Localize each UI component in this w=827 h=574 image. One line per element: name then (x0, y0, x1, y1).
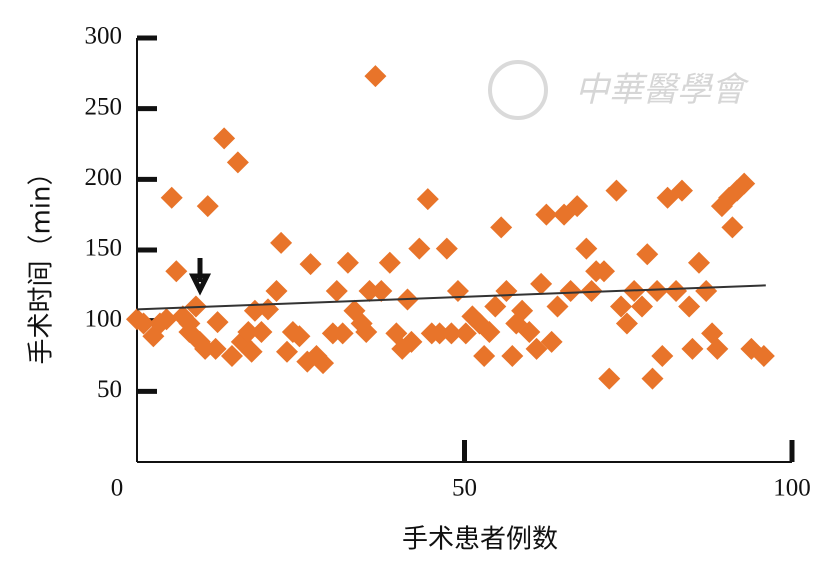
point (636, 243, 659, 266)
point (575, 237, 598, 260)
trend-line (136, 284, 766, 311)
point (540, 330, 563, 353)
point (535, 203, 558, 226)
point (501, 345, 524, 367)
point (695, 279, 718, 302)
point (196, 195, 219, 218)
point (473, 345, 496, 367)
point (566, 195, 589, 218)
point (220, 345, 243, 367)
point (605, 179, 628, 202)
arrow-annotation (188, 258, 212, 296)
y-tick-label: 150 (85, 235, 123, 262)
point (733, 172, 756, 195)
point (240, 340, 263, 363)
watermark: 中華醫學會 (575, 70, 750, 110)
point (511, 299, 534, 322)
point (646, 279, 669, 302)
point (559, 279, 582, 302)
point (275, 340, 298, 363)
x-tick-label: 50 (452, 475, 477, 502)
point (478, 320, 501, 343)
point (213, 127, 236, 150)
point (204, 337, 227, 360)
point (331, 322, 354, 345)
point (615, 312, 638, 335)
point (257, 298, 279, 321)
point (752, 345, 775, 367)
y-axis-title: 手术时间（min） (27, 159, 57, 364)
point (446, 279, 469, 302)
point (160, 186, 183, 209)
point (641, 367, 664, 390)
point (610, 295, 633, 318)
point (518, 320, 541, 343)
point (678, 295, 701, 318)
point (288, 325, 311, 348)
point (670, 179, 693, 202)
plot-area: 50 100 150 200 250 300 0 50 100 (85, 23, 811, 502)
x-tick-label: 0 (111, 475, 124, 502)
point (687, 251, 710, 274)
point (440, 322, 463, 345)
point (454, 322, 477, 345)
point (631, 295, 654, 318)
point (299, 253, 322, 276)
point (721, 216, 744, 239)
y-tick-label: 200 (85, 164, 123, 191)
point (355, 320, 378, 343)
y-tick-label: 100 (85, 305, 123, 332)
y-tick-label: 300 (85, 23, 123, 50)
point (681, 337, 704, 360)
point (593, 260, 616, 283)
point (370, 279, 393, 302)
point (435, 237, 458, 260)
point (336, 251, 359, 274)
point (490, 216, 513, 239)
point (428, 322, 451, 345)
point (651, 345, 674, 367)
point (364, 65, 387, 88)
point (598, 367, 621, 390)
point (408, 237, 431, 260)
point (237, 320, 260, 343)
y-tick-label: 250 (85, 93, 123, 120)
point (525, 337, 548, 360)
point (416, 188, 439, 211)
point (706, 337, 729, 360)
point (165, 260, 188, 283)
point (400, 330, 423, 353)
point (358, 279, 381, 302)
point (484, 295, 507, 318)
watermark-logo (488, 60, 548, 120)
point (580, 279, 603, 302)
point (226, 151, 249, 174)
point (495, 279, 518, 302)
point (312, 352, 335, 375)
point (270, 231, 293, 254)
point (265, 279, 288, 302)
point (546, 295, 569, 318)
point (155, 308, 178, 331)
point (132, 312, 155, 335)
x-tick-label: 100 (773, 475, 811, 502)
point (206, 311, 229, 334)
point (378, 251, 401, 274)
point (325, 279, 348, 302)
point (250, 320, 273, 343)
point (665, 279, 688, 302)
y-tick-label: 50 (97, 376, 122, 403)
point (530, 272, 553, 295)
x-axis-title: 手术患者例数 (402, 525, 558, 555)
